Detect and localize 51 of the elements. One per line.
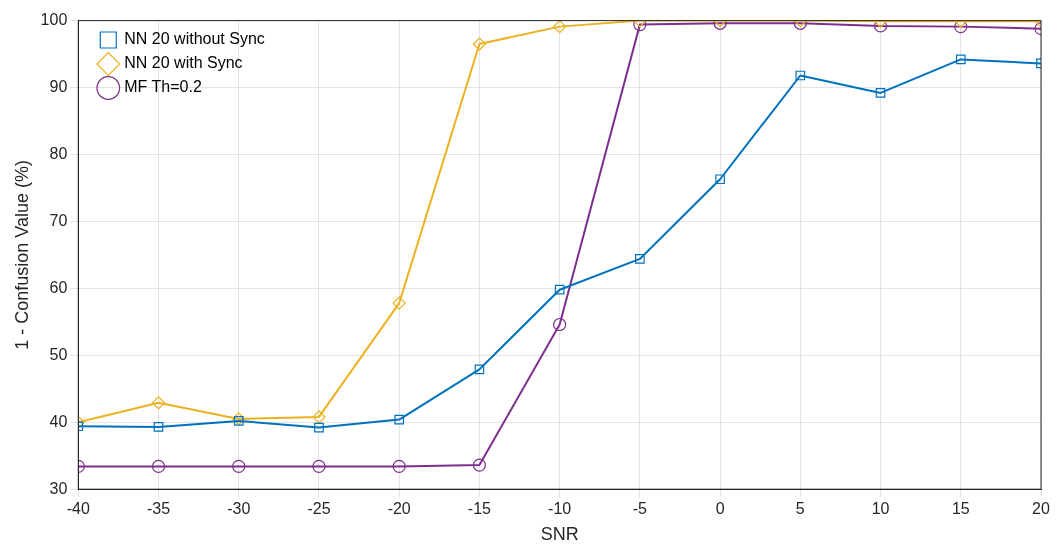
x-axis-title: SNR bbox=[540, 524, 579, 545]
y-tick-label: 40 bbox=[49, 412, 68, 430]
y-axis-title: 1 - Confusion Value (%) bbox=[11, 160, 32, 350]
legend-label: MF Th=0.2 bbox=[124, 78, 202, 96]
y-tick-label: 90 bbox=[49, 77, 68, 95]
x-tick-label: -35 bbox=[146, 500, 171, 518]
point bbox=[233, 416, 244, 426]
point bbox=[394, 414, 405, 425]
legend-label: NN 20 with Sync bbox=[124, 54, 243, 72]
y-tick-label: 80 bbox=[49, 144, 68, 162]
y-tick-label: 60 bbox=[49, 278, 68, 296]
point bbox=[875, 88, 886, 98]
legend-label: NN 20 without Sync bbox=[124, 30, 265, 48]
point bbox=[472, 458, 487, 472]
x-tick-label: 5 bbox=[795, 500, 805, 518]
point bbox=[795, 70, 806, 81]
point bbox=[314, 422, 324, 433]
point bbox=[151, 396, 166, 410]
point bbox=[232, 459, 246, 474]
point bbox=[715, 174, 725, 185]
point bbox=[153, 422, 164, 432]
x-tick-label: 0 bbox=[715, 500, 725, 518]
x-tick-label: -30 bbox=[227, 500, 251, 518]
x-tick-label: -10 bbox=[548, 500, 572, 518]
point bbox=[873, 20, 888, 33]
point bbox=[312, 410, 326, 424]
point bbox=[554, 284, 565, 295]
point bbox=[392, 459, 406, 474]
x-tick-label: 20 bbox=[1032, 500, 1050, 518]
x-tick-label: 10 bbox=[871, 500, 890, 518]
point bbox=[151, 459, 166, 474]
point bbox=[392, 296, 406, 310]
y-tick-label: 100 bbox=[40, 11, 68, 29]
x-tick-label: -5 bbox=[632, 500, 648, 518]
point bbox=[955, 54, 966, 65]
point bbox=[633, 20, 647, 32]
point bbox=[312, 459, 326, 474]
point bbox=[472, 37, 487, 51]
point bbox=[635, 254, 645, 264]
point bbox=[474, 364, 485, 375]
point bbox=[553, 317, 567, 332]
y-tick-label: 70 bbox=[49, 211, 68, 229]
x-tick-label: 15 bbox=[951, 500, 970, 518]
y-tick-label: 50 bbox=[49, 345, 68, 363]
point bbox=[232, 412, 246, 426]
x-tick-label: -20 bbox=[387, 500, 411, 518]
x-tick-label: -15 bbox=[467, 500, 492, 518]
x-tick-label: -40 bbox=[66, 500, 90, 518]
y-tick-label: 30 bbox=[49, 479, 68, 497]
point bbox=[553, 20, 567, 34]
x-tick-label: -25 bbox=[307, 500, 331, 518]
